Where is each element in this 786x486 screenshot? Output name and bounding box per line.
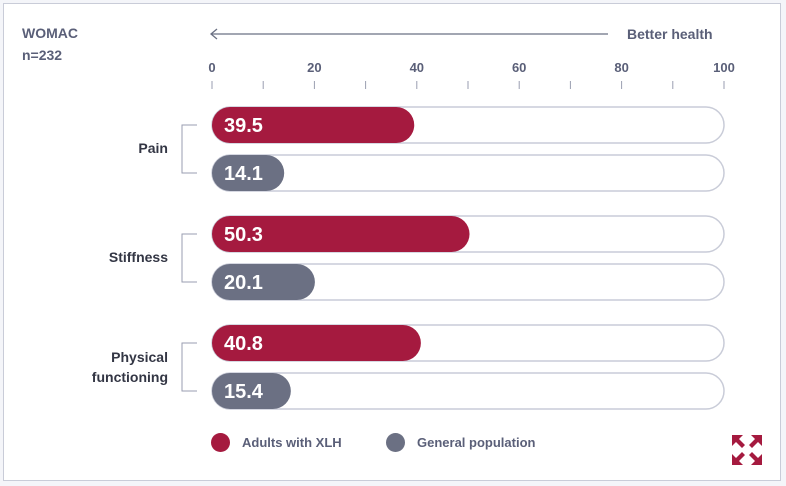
bar-value-label: 14.1 [224,163,263,185]
category-label-stiffness: Stiffness [108,249,168,265]
bar-track [211,154,725,192]
measure-label: WOMAC [22,25,78,41]
bar [212,264,315,300]
bar [212,373,291,409]
x-tick-label: 40 [410,60,424,75]
bar-value-label: 40.8 [224,333,263,355]
bar [212,107,415,143]
x-tick-label: 20 [307,60,321,75]
category-label-physical-functioning: Physical functioning [91,349,168,385]
sample-size-label: n=232 [22,47,63,63]
x-tick-label: 80 [614,60,628,75]
category-bracket [181,342,197,392]
legend-label-xlh: Adults with XLH [242,435,342,450]
bar [212,325,421,361]
bar [212,155,285,191]
legend-label-general: General population [417,435,536,450]
legend-item-xlh: Adults with XLH [211,433,342,452]
category-bracket [181,233,197,283]
x-tick-label: 0 [208,60,215,75]
bar-value-label: 39.5 [224,115,263,137]
legend-swatch-general [386,433,405,452]
bar-value-label: 50.3 [224,224,263,246]
legend-item-general: General population [386,433,535,452]
direction-label: Better health [627,26,713,42]
category-bracket [181,124,197,174]
x-tick-label: 100 [713,60,735,75]
direction-arrow-head [209,28,218,40]
category-label-pain: Pain [138,140,168,156]
legend-swatch-xlh [211,433,230,452]
bar-value-label: 15.4 [224,381,264,403]
x-tick-label: 60 [512,60,526,75]
expand-icon[interactable] [730,433,764,467]
bar-value-label: 20.1 [224,272,263,294]
bar [212,216,470,252]
